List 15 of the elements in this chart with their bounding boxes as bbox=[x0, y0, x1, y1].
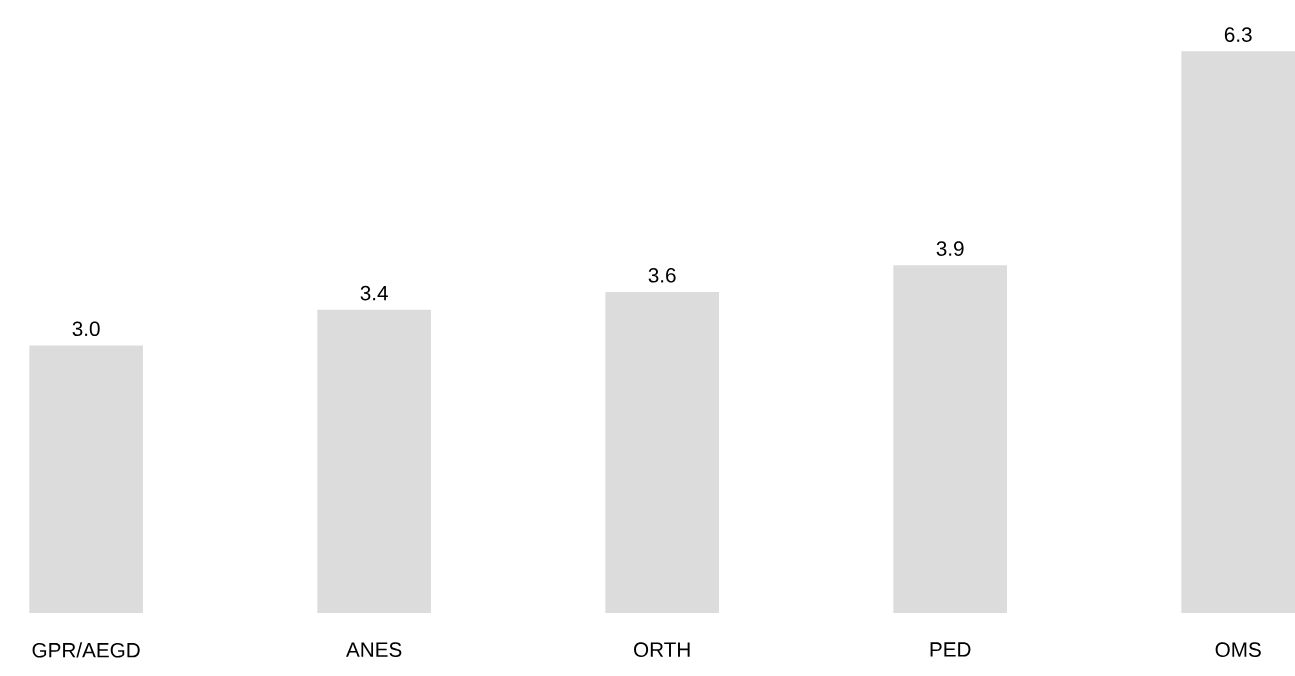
data-label: 3.0 bbox=[72, 321, 100, 337]
x-tick-label: GPR/AEGD bbox=[32, 642, 140, 658]
x-tick-label: ORTH bbox=[634, 642, 690, 657]
bar bbox=[605, 291, 719, 613]
x-tick-label: OMS bbox=[1215, 642, 1261, 657]
bar bbox=[29, 345, 143, 613]
data-label: 3.6 bbox=[648, 267, 676, 283]
bar bbox=[893, 265, 1007, 613]
x-tick-label: PED bbox=[930, 642, 971, 657]
data-label: 6.3 bbox=[1224, 27, 1252, 42]
x-tick-label: ANES bbox=[346, 642, 402, 657]
bar bbox=[317, 309, 431, 613]
bar bbox=[1181, 51, 1295, 613]
data-label: 3.4 bbox=[360, 285, 388, 301]
data-label: 3.9 bbox=[936, 241, 964, 256]
